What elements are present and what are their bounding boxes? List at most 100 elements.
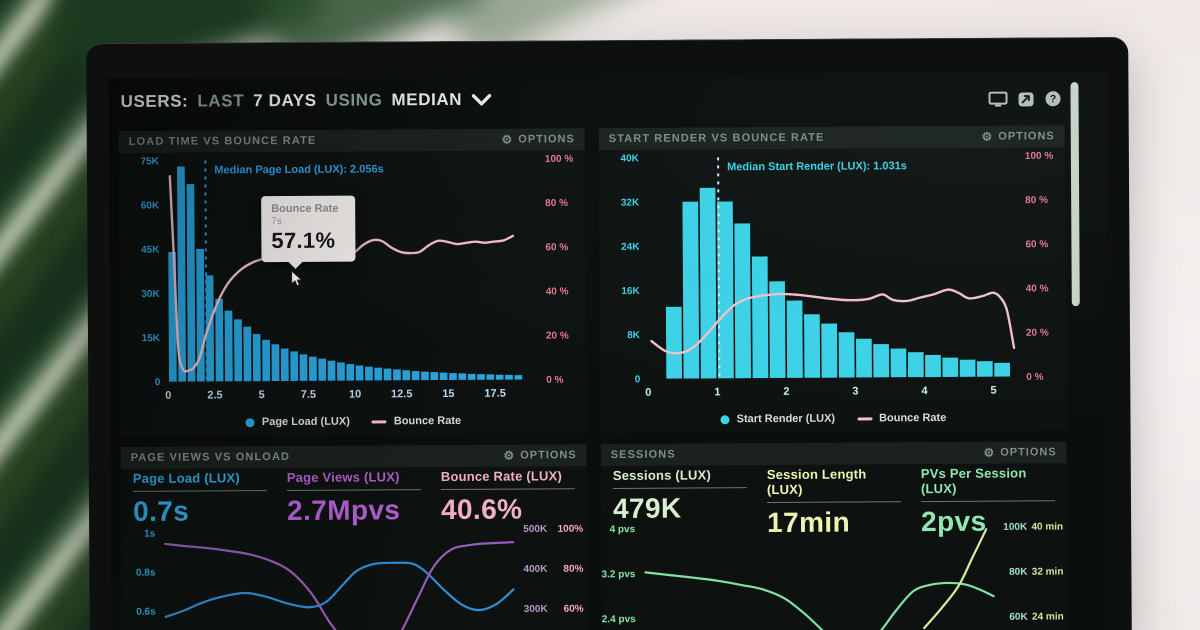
svg-text:0.6s: 0.6s	[136, 607, 156, 618]
options-label: OPTIONS	[1000, 446, 1057, 459]
gear-icon: ⚙	[503, 448, 516, 463]
svg-text:32 min: 32 min	[1032, 566, 1064, 577]
svg-text:80 %: 80 %	[545, 198, 568, 209]
svg-text:0: 0	[155, 377, 161, 388]
panel-title: SESSIONS	[610, 448, 676, 461]
share-icon[interactable]	[1017, 91, 1034, 107]
axis-labels: 0 15K 30K 45K 60K 75K 0 % 20 % 40 % 60 % 80 % 100 %…	[141, 154, 574, 402]
series-line	[164, 541, 515, 630]
legend-dot-icon	[720, 414, 730, 424]
panel-title: START RENDER VS BOUNCE RATE	[608, 131, 825, 145]
svg-text:5: 5	[259, 389, 265, 401]
svg-text:75K: 75K	[141, 156, 160, 167]
svg-text:40K: 40K	[621, 153, 640, 164]
svg-text:5: 5	[991, 385, 997, 397]
svg-text:0: 0	[645, 387, 651, 399]
svg-text:100K: 100K	[1003, 522, 1028, 533]
svg-text:17.5: 17.5	[484, 388, 505, 400]
svg-text:500K: 500K	[523, 524, 548, 535]
svg-text:32K: 32K	[621, 198, 640, 209]
histogram-bars	[168, 166, 523, 382]
legend-bounce-rate[interactable]: Bounce Rate	[857, 412, 946, 425]
metric-bounce-rate: Bounce Rate (LUX) 40.6%	[441, 468, 575, 526]
gear-icon: ⚙	[981, 129, 994, 144]
svg-text:60K: 60K	[1009, 612, 1028, 623]
svg-text:100 %: 100 %	[545, 154, 574, 165]
options-button[interactable]: ⚙ OPTIONS	[503, 448, 576, 463]
legend-label: Bounce Rate	[393, 414, 462, 428]
metric-label: PVs Per Session (LUX)	[920, 465, 1027, 497]
options-button[interactable]: ⚙ OPTIONS	[501, 132, 574, 147]
title-segment: 7 DAYS	[253, 90, 317, 111]
title-segment: USERS:	[120, 91, 189, 111]
svg-text:30K: 30K	[141, 289, 160, 300]
scrollbar[interactable]	[1070, 82, 1080, 307]
tooltip-subtitle: 7s	[271, 215, 282, 228]
svg-text:0.8s: 0.8s	[136, 568, 156, 579]
timeframe-dropdown[interactable]: USERS: LAST 7 DAYS USING MEDIAN	[120, 90, 491, 112]
chevron-down-icon	[471, 93, 491, 105]
load-time-histogram-chart: 0 15K 30K 45K 60K 75K 0 % 20 % 40 % 60 % 80 % 100 %…	[141, 154, 574, 402]
legend-start-render[interactable]: Start Render (LUX)	[720, 412, 836, 426]
panel-load-time-vs-bounce-rate: LOAD TIME VS BOUNCE RATE ⚙ OPTIONS 0 15K 3…	[118, 128, 587, 436]
svg-text:1: 1	[714, 386, 720, 398]
legend-line-icon	[857, 416, 873, 420]
help-icon[interactable]: ?	[1044, 90, 1061, 107]
metric-page-load: Page Load (LUX) 0.7s	[133, 470, 267, 528]
bounce-rate-line	[650, 288, 1016, 355]
legend-bounce-rate[interactable]: Bounce Rate	[371, 414, 462, 428]
legend-label: Bounce Rate	[879, 411, 947, 425]
panel-title: PAGE VIEWS VS ONLOAD	[130, 450, 291, 464]
metric-value: 2.7Mpvs	[286, 494, 401, 526]
svg-text:20 %: 20 %	[1026, 328, 1049, 339]
bounce-rate-tooltip: Bounce Rate 7s 57.1%	[261, 195, 356, 263]
median-line	[717, 157, 721, 379]
svg-text:0: 0	[635, 374, 641, 385]
series-line	[923, 528, 988, 630]
panel-sessions: SESSIONS ⚙ OPTIONS Sessions (LUX) 479K S…	[600, 441, 1068, 630]
series-line	[644, 571, 995, 630]
legend-page-load[interactable]: Page Load (LUX)	[245, 416, 350, 429]
legend-label: Start Render (LUX)	[736, 412, 836, 426]
svg-text:15K: 15K	[142, 333, 161, 344]
svg-text:1s: 1s	[144, 529, 156, 540]
metric-value: 40.6%	[440, 493, 523, 526]
metric-label: Page Views (LUX)	[286, 469, 400, 485]
svg-text:0 %: 0 %	[1026, 372, 1043, 383]
median-label: Median Page Load (LUX): 2.056s	[214, 163, 383, 176]
svg-text:40 min: 40 min	[1031, 522, 1063, 533]
gear-icon: ⚙	[501, 132, 514, 147]
svg-text:400K: 400K	[523, 564, 548, 575]
sessions-line-chart: 4 pvs 3.2 pvs 2.4 pvs 100K 40 min 80K 32 min 60…	[601, 522, 1064, 630]
svg-text:3.2 pvs: 3.2 pvs	[601, 569, 635, 580]
svg-text:10: 10	[349, 389, 361, 401]
options-label: OPTIONS	[998, 130, 1055, 143]
tooltip-title: Bounce Rate	[271, 202, 339, 216]
title-segment: USING	[325, 90, 383, 110]
axis-labels: 4 pvs 3.2 pvs 2.4 pvs 100K 40 min 80K 32 min 60…	[601, 522, 1064, 626]
panel-title: LOAD TIME VS BOUNCE RATE	[128, 134, 317, 148]
title-segment: LAST	[197, 91, 245, 111]
median-label: Median Start Render (LUX): 1.031s	[727, 160, 907, 173]
metric-rule	[286, 489, 421, 491]
options-button[interactable]: ⚙ OPTIONS	[983, 446, 1057, 460]
legend-dot-icon	[245, 417, 255, 427]
svg-text:0 %: 0 %	[546, 375, 563, 386]
svg-text:80K: 80K	[1009, 567, 1028, 578]
svg-text:80 %: 80 %	[1025, 195, 1048, 206]
options-button[interactable]: ⚙ OPTIONS	[981, 129, 1055, 144]
dashboard-screen: USERS: LAST 7 DAYS USING MEDIAN	[108, 71, 1110, 630]
start-render-histogram-chart: 0 8K 16K 24K 32K 40K 0 % 20 % 40 % 60 % 80 % 100 % 0…	[621, 151, 1054, 399]
svg-text:2.4 pvs: 2.4 pvs	[602, 614, 636, 625]
metric-page-views: Page Views (LUX) 2.7Mpvs	[287, 469, 421, 527]
svg-text:4: 4	[921, 385, 928, 397]
svg-text:60%: 60%	[564, 604, 584, 615]
svg-text:60 %: 60 %	[1025, 239, 1048, 250]
svg-text:60 %: 60 %	[545, 242, 568, 253]
series-line	[164, 561, 515, 619]
svg-text:?: ?	[1050, 93, 1056, 105]
histogram-bars	[665, 187, 1011, 379]
svg-text:0: 0	[165, 390, 171, 402]
laptop: USERS: LAST 7 DAYS USING MEDIAN	[86, 36, 1132, 630]
display-icon[interactable]	[988, 91, 1008, 107]
